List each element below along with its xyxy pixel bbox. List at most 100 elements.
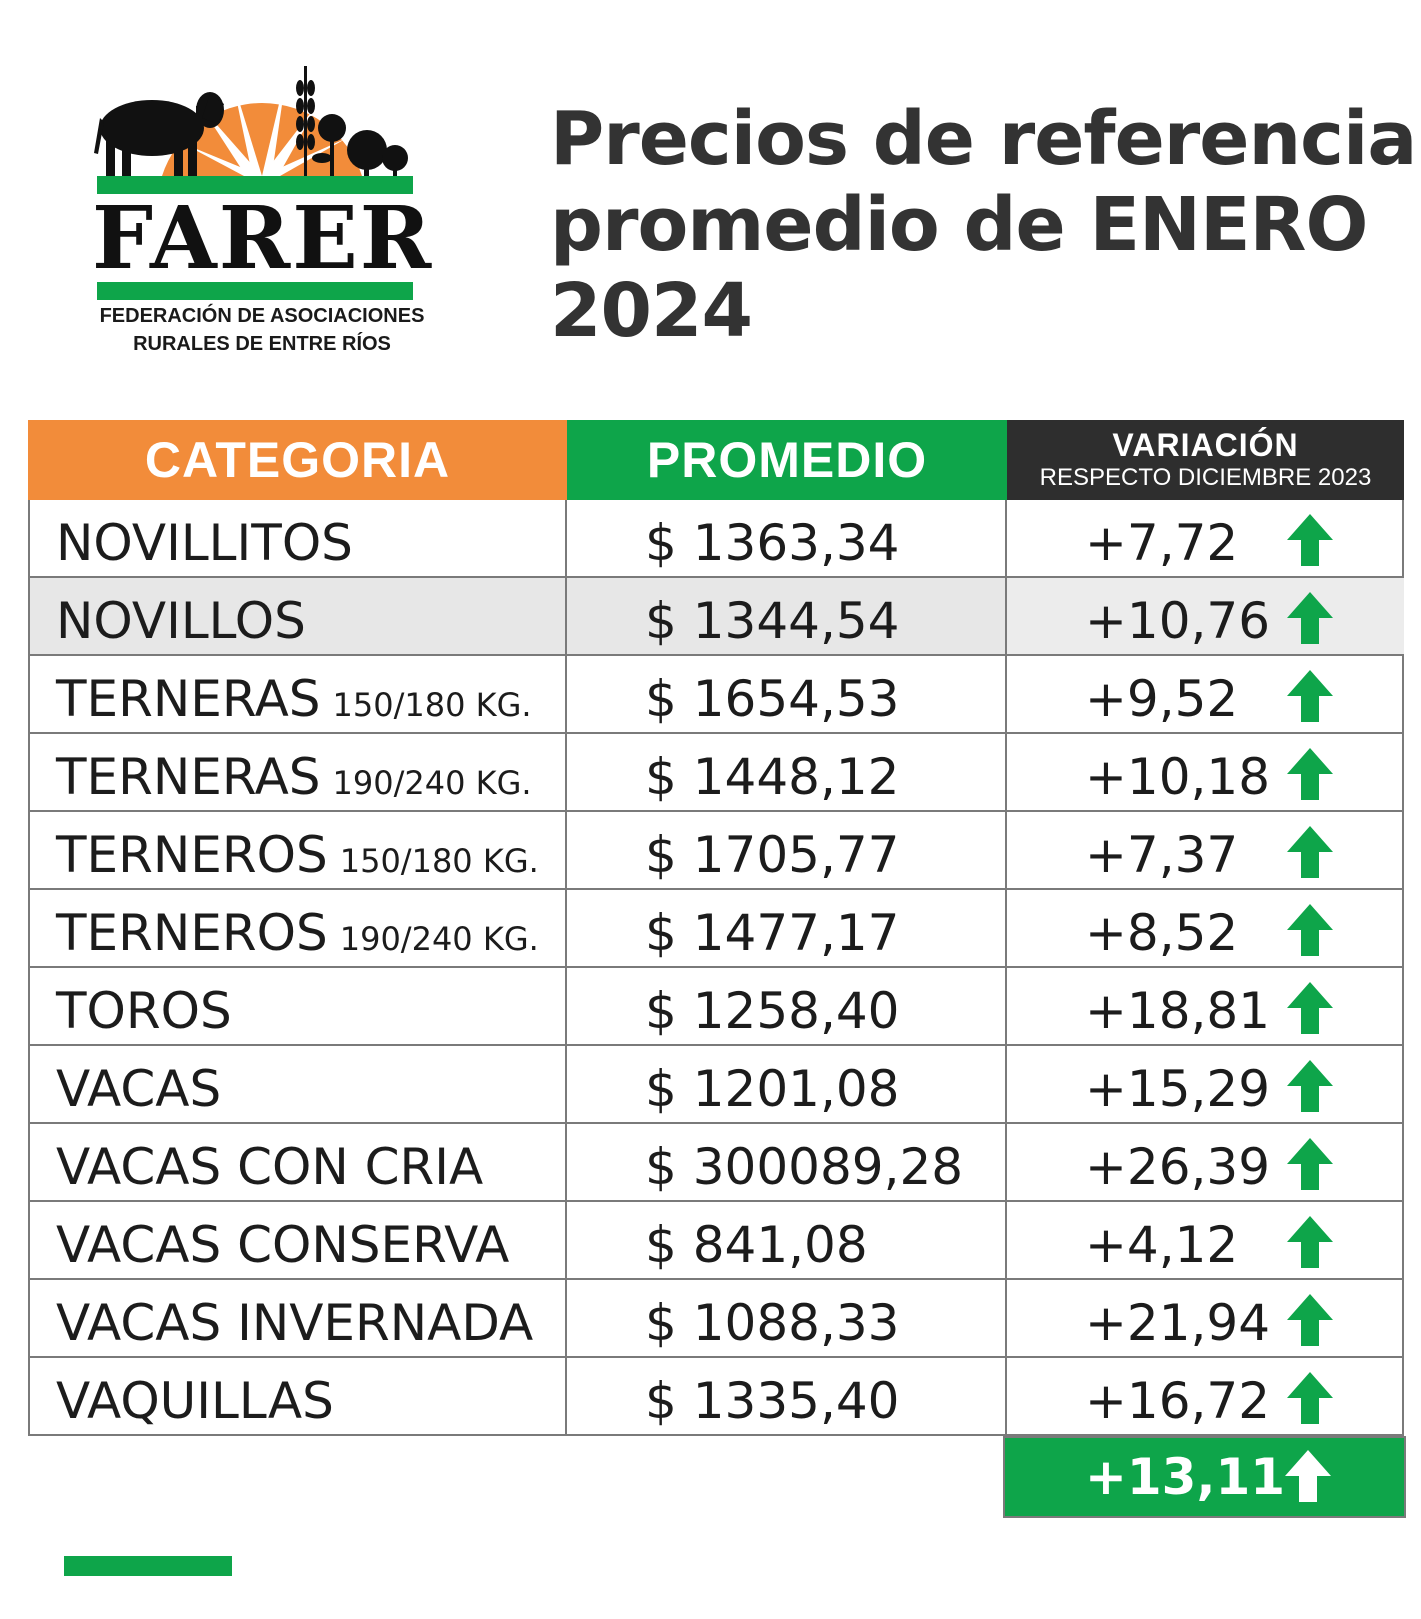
variacion-value: +26,39 <box>1085 1138 1271 1196</box>
variacion-value: +18,81 <box>1085 982 1271 1040</box>
cell-promedio: $ 300089,28 <box>567 1124 1007 1200</box>
cell-variacion: +10,18 <box>1007 734 1404 810</box>
header-variacion-sublabel: RESPECTO DICIEMBRE 2023 <box>1039 464 1372 491</box>
variacion-value: +8,52 <box>1085 904 1239 962</box>
arrow-up-icon <box>1287 1372 1333 1424</box>
variacion-value: +15,29 <box>1085 1060 1271 1118</box>
categoria-text: TERNEROS 150/180 KG. <box>56 828 539 888</box>
title-line-2: promedio de ENERO <box>550 182 1368 268</box>
cell-categoria: TERNERAS 190/240 KG. <box>30 734 567 810</box>
cell-promedio: $ 1477,17 <box>567 890 1007 966</box>
categoria-detail: 150/180 KG. <box>332 686 532 724</box>
table-row: TERNERAS 190/240 KG. $ 1448,12 +10,18 <box>28 734 1404 812</box>
arrow-up-icon <box>1287 1138 1333 1190</box>
arrow-up-icon <box>1287 1294 1333 1346</box>
page-title: Precios de referencia promedio de ENERO … <box>550 96 1417 354</box>
categoria-name: VACAS CON CRIA <box>56 1138 484 1196</box>
promedio-value: $ 1654,53 <box>645 670 900 728</box>
cell-categoria: NOVILLOS <box>30 578 567 654</box>
promedio-value: $ 1201,08 <box>645 1060 900 1118</box>
promedio-value: $ 1344,54 <box>645 592 900 650</box>
cell-categoria: TERNEROS 150/180 KG. <box>30 812 567 888</box>
logo-subtitle-line1: FEDERACIÓN DE ASOCIACIONES <box>99 305 425 327</box>
table-row: TERNEROS 150/180 KG. $ 1705,77 +7,37 <box>28 812 1404 890</box>
cell-categoria: NOVILLITOS <box>30 500 567 576</box>
cell-categoria: TOROS <box>30 968 567 1044</box>
cell-variacion: +15,29 <box>1007 1046 1404 1122</box>
categoria-name: VACAS <box>56 1060 222 1118</box>
categoria-name: VACAS CONSERVA <box>56 1216 510 1274</box>
table-row: VACAS $ 1201,08 +15,29 <box>28 1046 1404 1124</box>
promedio-value: $ 300089,28 <box>645 1138 964 1196</box>
categoria-text: NOVILLOS <box>56 594 306 648</box>
farer-emblem-icon <box>94 66 413 300</box>
cell-promedio: $ 1705,77 <box>567 812 1007 888</box>
cell-variacion: +4,12 <box>1007 1202 1404 1278</box>
promedio-value: $ 1705,77 <box>645 826 900 884</box>
categoria-name: VACAS INVERNADA <box>56 1294 534 1352</box>
categoria-text: TERNEROS 190/240 KG. <box>56 906 539 966</box>
header-categoria-label: CATEGORIA <box>144 432 451 488</box>
variacion-value: +4,12 <box>1085 1216 1239 1274</box>
table-row: NOVILLOS $ 1344,54 +10,76 <box>28 578 1404 656</box>
promedio-value: $ 1363,34 <box>645 514 900 572</box>
variacion-value: +7,37 <box>1085 826 1239 884</box>
categoria-detail: 150/180 KG. <box>339 842 539 880</box>
cell-categoria: TERNERAS 150/180 KG. <box>30 656 567 732</box>
header-categoria: CATEGORIA <box>28 420 567 500</box>
cell-promedio: $ 1654,53 <box>567 656 1007 732</box>
cell-promedio: $ 1344,54 <box>567 578 1007 654</box>
categoria-text: VACAS CON CRIA <box>56 1140 483 1194</box>
arrow-up-icon <box>1285 1450 1331 1502</box>
promedio-value: $ 1448,12 <box>645 748 900 806</box>
cell-promedio: $ 1363,34 <box>567 500 1007 576</box>
cell-variacion: +7,37 <box>1007 812 1404 888</box>
cell-variacion: +26,39 <box>1007 1124 1404 1200</box>
cell-categoria: VAQUILLAS <box>30 1358 567 1434</box>
cell-promedio: $ 1088,33 <box>567 1280 1007 1356</box>
categoria-name: TERNEROS <box>56 826 328 884</box>
arrow-up-icon <box>1287 904 1333 956</box>
cell-categoria: VACAS INVERNADA <box>30 1280 567 1356</box>
title-line-3: 2024 <box>550 268 753 354</box>
cell-variacion: +21,94 <box>1007 1280 1404 1356</box>
categoria-text: VAQUILLAS <box>56 1374 334 1428</box>
cell-promedio: $ 1201,08 <box>567 1046 1007 1122</box>
promedio-value: $ 1477,17 <box>645 904 900 962</box>
categoria-text: TOROS <box>56 984 232 1038</box>
categoria-name: TERNEROS <box>56 904 328 962</box>
variacion-value: +10,18 <box>1085 748 1271 806</box>
header-variacion: VARIACIÓN RESPECTO DICIEMBRE 2023 <box>1007 420 1404 500</box>
categoria-text: TERNERAS 150/180 KG. <box>56 672 532 732</box>
cell-categoria: VACAS <box>30 1046 567 1122</box>
cell-categoria: VACAS CONSERVA <box>30 1202 567 1278</box>
promedio-value: $ 1088,33 <box>645 1294 900 1352</box>
cell-promedio: $ 1448,12 <box>567 734 1007 810</box>
cell-variacion: +8,52 <box>1007 890 1404 966</box>
arrow-up-icon <box>1287 514 1333 566</box>
header-promedio-label: PROMEDIO <box>646 432 928 488</box>
variacion-value: +21,94 <box>1085 1294 1271 1352</box>
arrow-up-icon <box>1287 982 1333 1034</box>
categoria-text: TERNERAS 190/240 KG. <box>56 750 532 810</box>
header-promedio: PROMEDIO <box>567 420 1007 500</box>
promedio-value: $ 1258,40 <box>645 982 900 1040</box>
cell-categoria: VACAS CON CRIA <box>30 1124 567 1200</box>
cell-variacion: +7,72 <box>1007 500 1404 576</box>
footer-green-bar <box>64 1556 232 1576</box>
categoria-name: TERNERAS <box>56 748 321 806</box>
title-line-1: Precios de referencia <box>550 96 1417 182</box>
cell-promedio: $ 841,08 <box>567 1202 1007 1278</box>
categoria-text: VACAS CONSERVA <box>56 1218 509 1272</box>
arrow-up-icon <box>1287 826 1333 878</box>
cell-promedio: $ 1335,40 <box>567 1358 1007 1434</box>
table-row: NOVILLITOS $ 1363,34 +7,72 <box>28 500 1404 578</box>
table-row: VAQUILLAS $ 1335,40 +16,72 <box>28 1358 1404 1436</box>
categoria-name: TOROS <box>56 982 232 1040</box>
logo-wordmark: FARER <box>92 188 434 289</box>
variacion-value: +16,72 <box>1085 1372 1271 1430</box>
table-row: TERNEROS 190/240 KG. $ 1477,17 +8,52 <box>28 890 1404 968</box>
table-row: TOROS $ 1258,40 +18,81 <box>28 968 1404 1046</box>
promedio-value: $ 1335,40 <box>645 1372 900 1430</box>
total-variacion: +13,11 <box>1003 1436 1406 1518</box>
